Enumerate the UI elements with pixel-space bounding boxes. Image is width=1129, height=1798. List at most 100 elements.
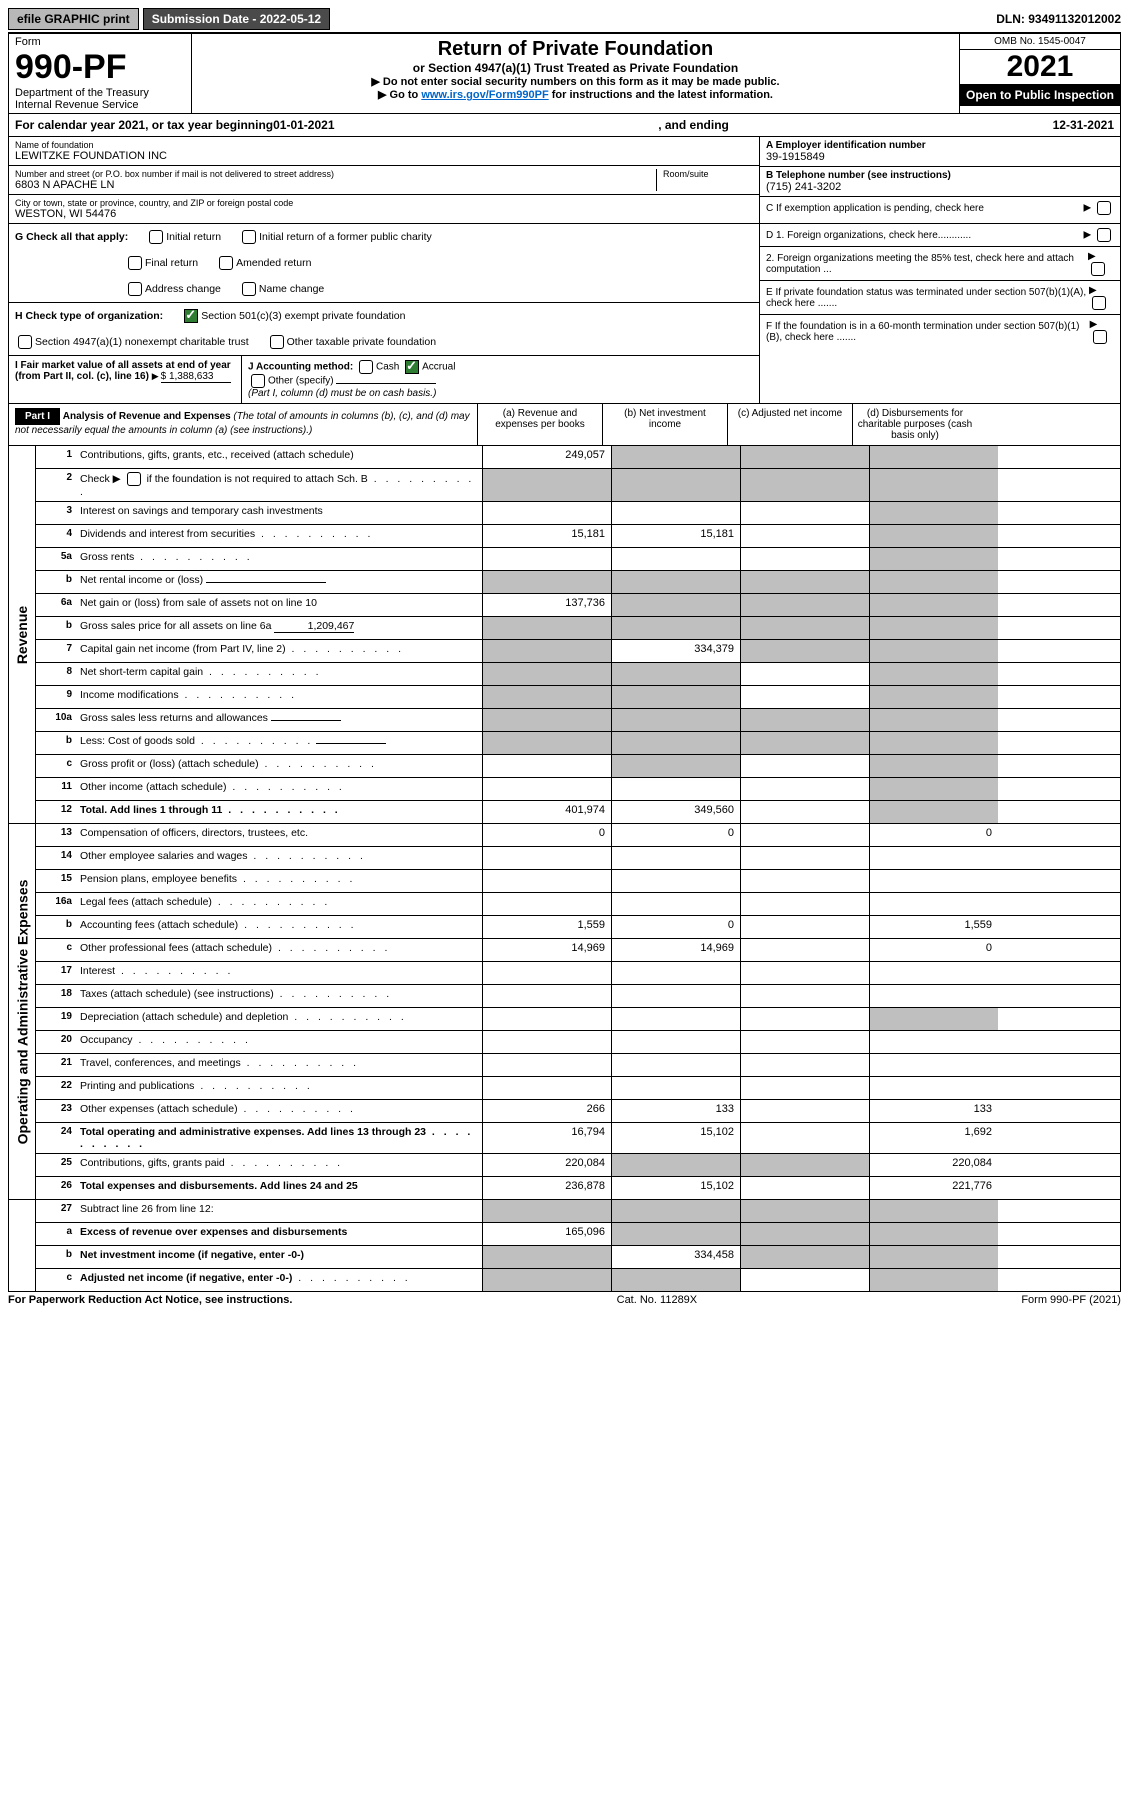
d1-checkbox[interactable] [1097,228,1111,242]
form990pf-link[interactable]: www.irs.gov/Form990PF [421,89,548,101]
dept-label: Department of the Treasury [15,87,185,99]
h-opt-1: Section 501(c)(3) exempt private foundat… [201,310,405,322]
form-header: Form 990-PF Department of the Treasury I… [8,32,1121,114]
form-number: 990-PF [15,48,185,87]
c-checkbox[interactable] [1097,201,1111,215]
line-11: 11Other income (attach schedule) [36,778,1120,801]
line-17: 17Interest [36,962,1120,985]
g-opt-0: Initial return [166,231,221,243]
line-3: 3Interest on savings and temporary cash … [36,502,1120,525]
line-27c: cAdjusted net income (if negative, enter… [36,1269,1120,1291]
line-16c: cOther professional fees (attach schedul… [36,939,1120,962]
line-24: 24Total operating and administrative exp… [36,1123,1120,1154]
form-label: Form [15,36,185,48]
line-16b: bAccounting fees (attach schedule)1,5590… [36,916,1120,939]
instr2-post: for instructions and the latest informat… [549,89,773,101]
h-opt-2: Section 4947(a)(1) nonexempt charitable … [35,336,249,348]
open-to-public: Open to Public Inspection [960,84,1120,106]
col-b-head: (b) Net investment income [602,404,727,445]
col-d-head: (d) Disbursements for charitable purpose… [852,404,977,445]
initial-return-checkbox[interactable] [149,230,163,244]
form-subtitle: or Section 4947(a)(1) Trust Treated as P… [196,61,955,75]
e-checkbox[interactable] [1092,296,1106,310]
paperwork-notice: For Paperwork Reduction Act Notice, see … [8,1294,292,1306]
g-opt-2: Final return [145,257,198,269]
line-5b: bNet rental income or (loss) [36,571,1120,594]
entity-info: Name of foundation LEWITZKE FOUNDATION I… [8,137,1121,224]
f-checkbox[interactable] [1093,330,1107,344]
cash-checkbox[interactable] [359,360,373,374]
efile-button[interactable]: efile GRAPHIC print [8,8,139,30]
form-footer: For Paperwork Reduction Act Notice, see … [8,1292,1121,1306]
cal-begin: 01-01-2021 [273,118,334,132]
tax-year: 2021 [960,50,1120,84]
section-g-to-f: G Check all that apply: Initial return I… [8,224,1121,404]
accrual-checkbox[interactable] [405,360,419,374]
line-10c: cGross profit or (loss) (attach schedule… [36,755,1120,778]
top-bar: efile GRAPHIC print Submission Date - 20… [8,8,1121,30]
revenue-table: Revenue 1Contributions, gifts, grants, e… [8,446,1121,824]
phone-label: B Telephone number (see instructions) [766,170,1114,181]
instr-2: ▶ Go to www.irs.gov/Form990PF for instru… [196,88,955,101]
cal-mid: , and ending [335,118,1053,132]
line-19: 19Depreciation (attach schedule) and dep… [36,1008,1120,1031]
501c3-checkbox[interactable] [184,309,198,323]
name-change-checkbox[interactable] [242,282,256,296]
line-16a: 16aLegal fees (attach schedule) [36,893,1120,916]
amended-return-checkbox[interactable] [219,256,233,270]
col-c-head: (c) Adjusted net income [727,404,852,445]
g-opt-1: Initial return of a former public charit… [259,231,432,243]
g-opt-4: Address change [145,283,221,295]
foundation-name: LEWITZKE FOUNDATION INC [15,150,753,162]
line-7: 7Capital gain net income (from Part IV, … [36,640,1120,663]
line-26: 26Total expenses and disbursements. Add … [36,1177,1120,1199]
line-4: 4Dividends and interest from securities1… [36,525,1120,548]
line-27a: aExcess of revenue over expenses and dis… [36,1223,1120,1246]
line-22: 22Printing and publications [36,1077,1120,1100]
j-cash: Cash [376,362,399,373]
expenses-table: Operating and Administrative Expenses 13… [8,824,1121,1200]
dln-label: DLN: 93491132012002 [996,12,1121,26]
omb-number: OMB No. 1545-0047 [960,34,1120,50]
name-label: Name of foundation [15,140,753,150]
d2-checkbox[interactable] [1091,262,1105,276]
final-return-checkbox[interactable] [128,256,142,270]
part1-header: Part I Analysis of Revenue and Expenses … [8,404,1121,446]
line-2: 2Check ▶ if the foundation is not requir… [36,469,1120,502]
ein-label: A Employer identification number [766,140,1114,151]
cal-end: 12-31-2021 [1053,118,1114,132]
line-6b: bGross sales price for all assets on lin… [36,617,1120,640]
form-title: Return of Private Foundation [196,38,955,61]
c-label: C If exemption application is pending, c… [766,203,984,214]
initial-former-checkbox[interactable] [242,230,256,244]
instr2-pre: ▶ Go to [378,89,421,101]
j-note: (Part I, column (d) must be on cash basi… [248,388,436,399]
submission-date-button[interactable]: Submission Date - 2022-05-12 [143,8,330,30]
fmv-value: $ 1,388,633 [161,371,231,383]
cal-pre: For calendar year 2021, or tax year begi… [15,118,273,132]
other-method-checkbox[interactable] [251,374,265,388]
city-state-zip: WESTON, WI 54476 [15,208,753,220]
line-12: 12Total. Add lines 1 through 11401,97434… [36,801,1120,823]
line27-table: 27Subtract line 26 from line 12: aExcess… [8,1200,1121,1292]
form-id-footer: Form 990-PF (2021) [1021,1294,1121,1306]
line-13: 13Compensation of officers, directors, t… [36,824,1120,847]
4947a1-checkbox[interactable] [18,335,32,349]
ein-value: 39-1915849 [766,151,1114,163]
line-6a: 6aNet gain or (loss) from sale of assets… [36,594,1120,617]
irs-label: Internal Revenue Service [15,99,185,111]
street-address: 6803 N APACHE LN [15,179,650,191]
line-15: 15Pension plans, employee benefits [36,870,1120,893]
j-label: J Accounting method: [248,362,353,373]
instr-1: ▶ Do not enter social security numbers o… [196,75,955,88]
schb-checkbox[interactable] [127,472,141,486]
line-1: 1Contributions, gifts, grants, etc., rec… [36,446,1120,469]
line-8: 8Net short-term capital gain [36,663,1120,686]
j-other: Other (specify) [268,376,334,387]
h-label: H Check type of organization: [15,310,163,322]
address-change-checkbox[interactable] [128,282,142,296]
other-taxable-checkbox[interactable] [270,335,284,349]
room-label: Room/suite [663,169,753,179]
line-21: 21Travel, conferences, and meetings [36,1054,1120,1077]
e-label: E If private foundation status was termi… [766,287,1089,309]
